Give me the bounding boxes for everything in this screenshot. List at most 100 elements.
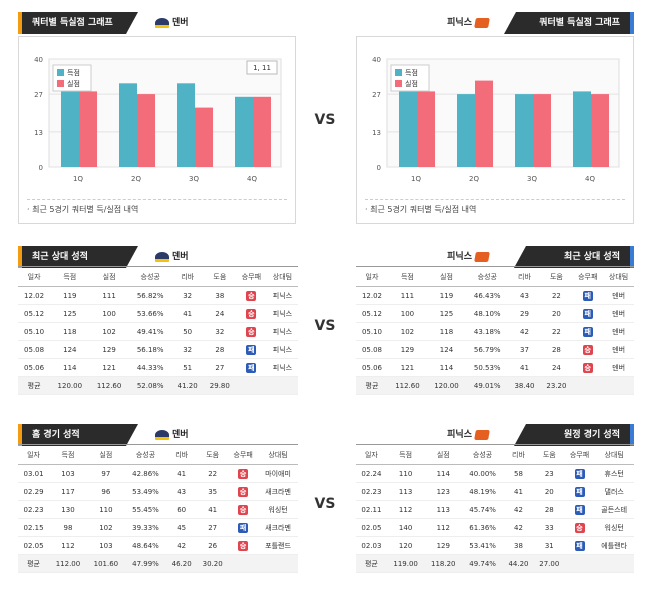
table-cell: 58 xyxy=(503,464,534,483)
table-row: 02.24 110 114 40.00% 58 23 패 휴스턴 xyxy=(356,464,634,483)
table-cell: 05.10 xyxy=(356,322,388,341)
average-row: 평균 120.00 112.60 52.08% 41.20 29.80 xyxy=(18,376,298,395)
table-cell: 28 xyxy=(533,500,565,519)
table-cell: 39.33% xyxy=(124,518,167,537)
table-row: 05.06 114 121 44.33% 51 27 패 피닉스 xyxy=(18,358,298,377)
average-cell: 119.00 xyxy=(386,554,425,573)
table-cell: 44.33% xyxy=(128,358,172,377)
table-cell: 42.86% xyxy=(124,464,167,483)
left-recent-header: 최근 상대 성적 덴버 xyxy=(18,246,298,268)
y-tick-label: 13 xyxy=(34,129,43,137)
table-cell: 98 xyxy=(49,518,87,537)
table-cell: 05.06 xyxy=(356,358,388,377)
table-cell: 102 xyxy=(89,322,129,341)
table-cell: 02.03 xyxy=(356,536,387,555)
concede-bar xyxy=(417,91,435,167)
table-row: 02.03 120 129 53.41% 38 31 패 에틀랜타 xyxy=(356,536,634,555)
average-cell: 평균 xyxy=(356,376,388,395)
table-header-row: 일자 득점 실점 승성공 리바 도움 승무패 상대팀 xyxy=(18,444,298,465)
table-cell: 97 xyxy=(86,464,125,483)
score-bar xyxy=(515,94,533,167)
column-header: 실점 xyxy=(89,266,129,287)
table-cell: 27 xyxy=(203,358,236,377)
x-tick-label: 3Q xyxy=(189,175,199,183)
score-bar xyxy=(177,83,195,167)
column-header: 승무패 xyxy=(235,266,267,287)
table-cell: 워싱턴 xyxy=(258,500,298,519)
table-cell: 32 xyxy=(171,286,204,305)
denver-logo-icon xyxy=(155,251,169,262)
vs-label: VS xyxy=(314,496,336,512)
x-tick-label: 4Q xyxy=(585,175,595,183)
table-cell: 덴버 xyxy=(603,322,634,341)
right-recent-header: 피닉스 최근 상대 성적 xyxy=(354,246,634,268)
table-cell: 31 xyxy=(533,536,565,555)
win-badge: 승 xyxy=(246,326,257,337)
loss-badge: 패 xyxy=(574,486,585,497)
table-cell: 05.08 xyxy=(356,340,388,359)
divider xyxy=(365,199,625,200)
table-cell: 피닉스 xyxy=(266,340,298,359)
table-cell: 114 xyxy=(50,358,90,377)
average-cell: 평균 xyxy=(356,554,387,573)
table-cell: 48.19% xyxy=(462,482,504,501)
legend-swatch xyxy=(57,69,64,76)
tooltip-text: 1, 11 xyxy=(253,64,271,72)
column-header: 승무패 xyxy=(572,266,604,287)
average-cell: 23.20 xyxy=(540,376,573,395)
table-cell: 48.10% xyxy=(465,304,509,323)
column-header: 승무패 xyxy=(228,444,259,465)
average-cell xyxy=(594,554,634,573)
table-cell: 111 xyxy=(89,286,129,305)
table-cell: 43 xyxy=(508,286,541,305)
average-cell: 49.74% xyxy=(462,554,504,573)
table-cell: 103 xyxy=(49,464,87,483)
right-chart-tab: 쿼터별 득실점 그래프 xyxy=(504,12,634,34)
table-cell: 124 xyxy=(50,340,90,359)
right-away-tab: 원정 경기 성적 xyxy=(514,424,634,446)
average-cell xyxy=(603,376,634,395)
table-header-row: 일자 득점 실점 승성공 리바 도움 승무패 상대팀 xyxy=(356,444,634,465)
result-cell: 승 xyxy=(572,358,604,377)
table-cell: 23 xyxy=(533,464,565,483)
table-row: 05.06 121 114 50.53% 41 24 승 덴버 xyxy=(356,358,634,377)
table-cell: 피닉스 xyxy=(266,322,298,341)
table-cell: 60 xyxy=(166,500,198,519)
table-cell: 42 xyxy=(508,322,541,341)
column-header: 일자 xyxy=(18,444,50,465)
column-header: 도움 xyxy=(203,266,236,287)
column-header: 일자 xyxy=(18,266,51,287)
win-badge: 승 xyxy=(238,540,249,551)
right-chart-team: 피닉스 xyxy=(447,16,492,30)
average-cell: 46.20 xyxy=(166,554,198,573)
result-cell: 승 xyxy=(228,464,259,483)
table-cell: 피닉스 xyxy=(266,304,298,323)
score-bar xyxy=(61,91,79,167)
table-cell: 피닉스 xyxy=(266,358,298,377)
table-cell: 골든스테 xyxy=(594,500,634,519)
result-cell: 패 xyxy=(564,482,595,501)
table-cell: 05.06 xyxy=(18,358,51,377)
left-chart-panel: 40 27 13 0 1Q 2Q 3Q 4Q 득점 실점 1, 11 · 최근 5경기 쿼터별 득/… xyxy=(18,36,296,224)
table-cell: 02.05 xyxy=(356,518,387,537)
table-cell: 111 xyxy=(387,286,427,305)
table-cell: 덴버 xyxy=(603,358,634,377)
score-bar xyxy=(573,91,591,167)
loss-badge: 패 xyxy=(574,540,585,551)
table-cell: 123 xyxy=(424,482,463,501)
loss-badge: 패 xyxy=(582,290,593,301)
table-cell: 49.41% xyxy=(128,322,172,341)
table-cell: 22 xyxy=(540,322,573,341)
table-cell: 121 xyxy=(89,358,129,377)
average-cell: 49.01% xyxy=(465,376,509,395)
team-name: 덴버 xyxy=(172,252,189,262)
table-cell: 24 xyxy=(203,304,236,323)
average-cell xyxy=(228,554,259,573)
table-cell: 38 xyxy=(203,286,236,305)
table-cell: 27 xyxy=(197,518,229,537)
result-cell: 승 xyxy=(228,482,259,501)
result-cell: 승 xyxy=(235,322,267,341)
column-header: 승성공 xyxy=(462,444,504,465)
column-header: 리바 xyxy=(171,266,204,287)
